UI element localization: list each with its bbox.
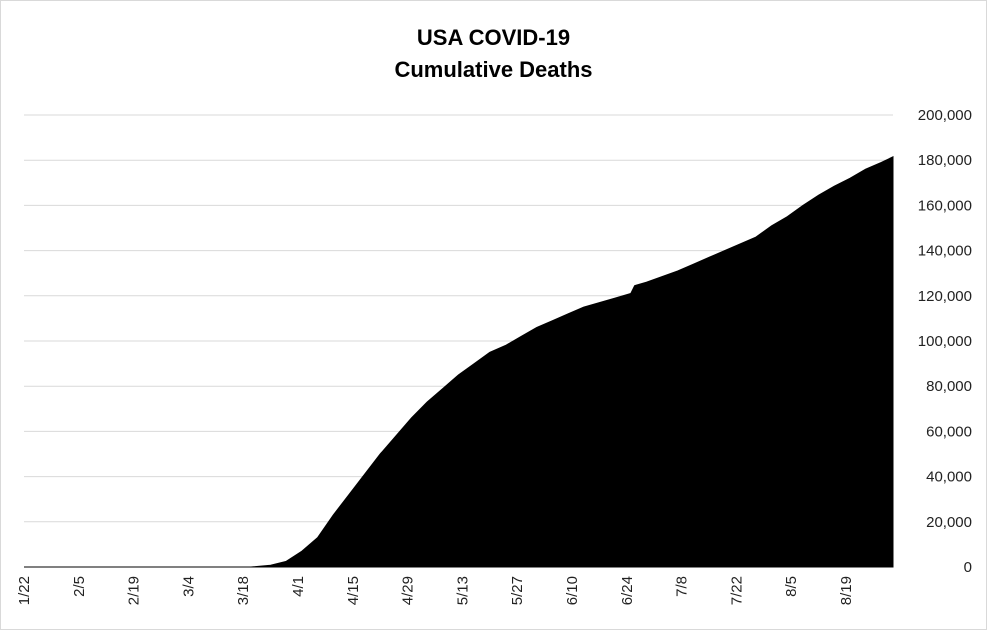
y-tick-label: 40,000 bbox=[926, 469, 972, 486]
x-tick-label: 6/24 bbox=[619, 576, 636, 605]
x-tick-label: 8/19 bbox=[838, 576, 855, 605]
x-tick-label: 7/22 bbox=[728, 576, 745, 605]
y-tick-label: 0 bbox=[964, 559, 972, 576]
y-tick-label: 60,000 bbox=[926, 423, 972, 440]
y-tick-label: 80,000 bbox=[926, 378, 972, 395]
area-series-layer bbox=[24, 156, 894, 568]
x-tick-label: 1/22 bbox=[16, 576, 33, 605]
y-tick-label: 180,000 bbox=[918, 152, 972, 169]
cumulative-deaths-area bbox=[24, 156, 894, 568]
y-tick-label: 160,000 bbox=[918, 197, 972, 214]
x-tick-label: 4/1 bbox=[290, 576, 307, 597]
x-tick-label: 6/10 bbox=[564, 576, 581, 605]
y-tick-label: 120,000 bbox=[918, 288, 972, 305]
x-tick-label: 2/5 bbox=[71, 576, 88, 597]
y-tick-label: 200,000 bbox=[918, 107, 972, 124]
x-tick-label: 4/15 bbox=[345, 576, 362, 605]
x-tick-label: 8/5 bbox=[783, 576, 800, 597]
x-tick-label: 4/29 bbox=[400, 576, 417, 605]
x-tick-label: 7/8 bbox=[674, 576, 691, 597]
y-tick-label: 20,000 bbox=[926, 514, 972, 531]
x-tick-label: 3/18 bbox=[235, 576, 252, 605]
y-tick-label: 100,000 bbox=[918, 333, 972, 350]
x-axis: 1/22 2/5 2/19 3/4 3/18 4/1 4/15 4/29 5/13 5/27 6/1… bbox=[16, 576, 855, 605]
x-tick-label: 3/4 bbox=[180, 576, 197, 597]
chart-title: USA COVID-19 Cumulative Deaths bbox=[0, 22, 987, 86]
chart-title-line-1: USA COVID-19 bbox=[416, 25, 571, 50]
x-tick-label: 2/19 bbox=[126, 576, 143, 605]
chart-title-line-2: Cumulative Deaths bbox=[394, 57, 593, 82]
y-tick-label: 140,000 bbox=[918, 243, 972, 260]
x-tick-label: 5/13 bbox=[454, 576, 471, 605]
y-axis: 0 20,000 40,000 60,000 80,000 100,000 120,000 1… bbox=[918, 107, 972, 576]
x-tick-label: 5/27 bbox=[509, 576, 526, 605]
